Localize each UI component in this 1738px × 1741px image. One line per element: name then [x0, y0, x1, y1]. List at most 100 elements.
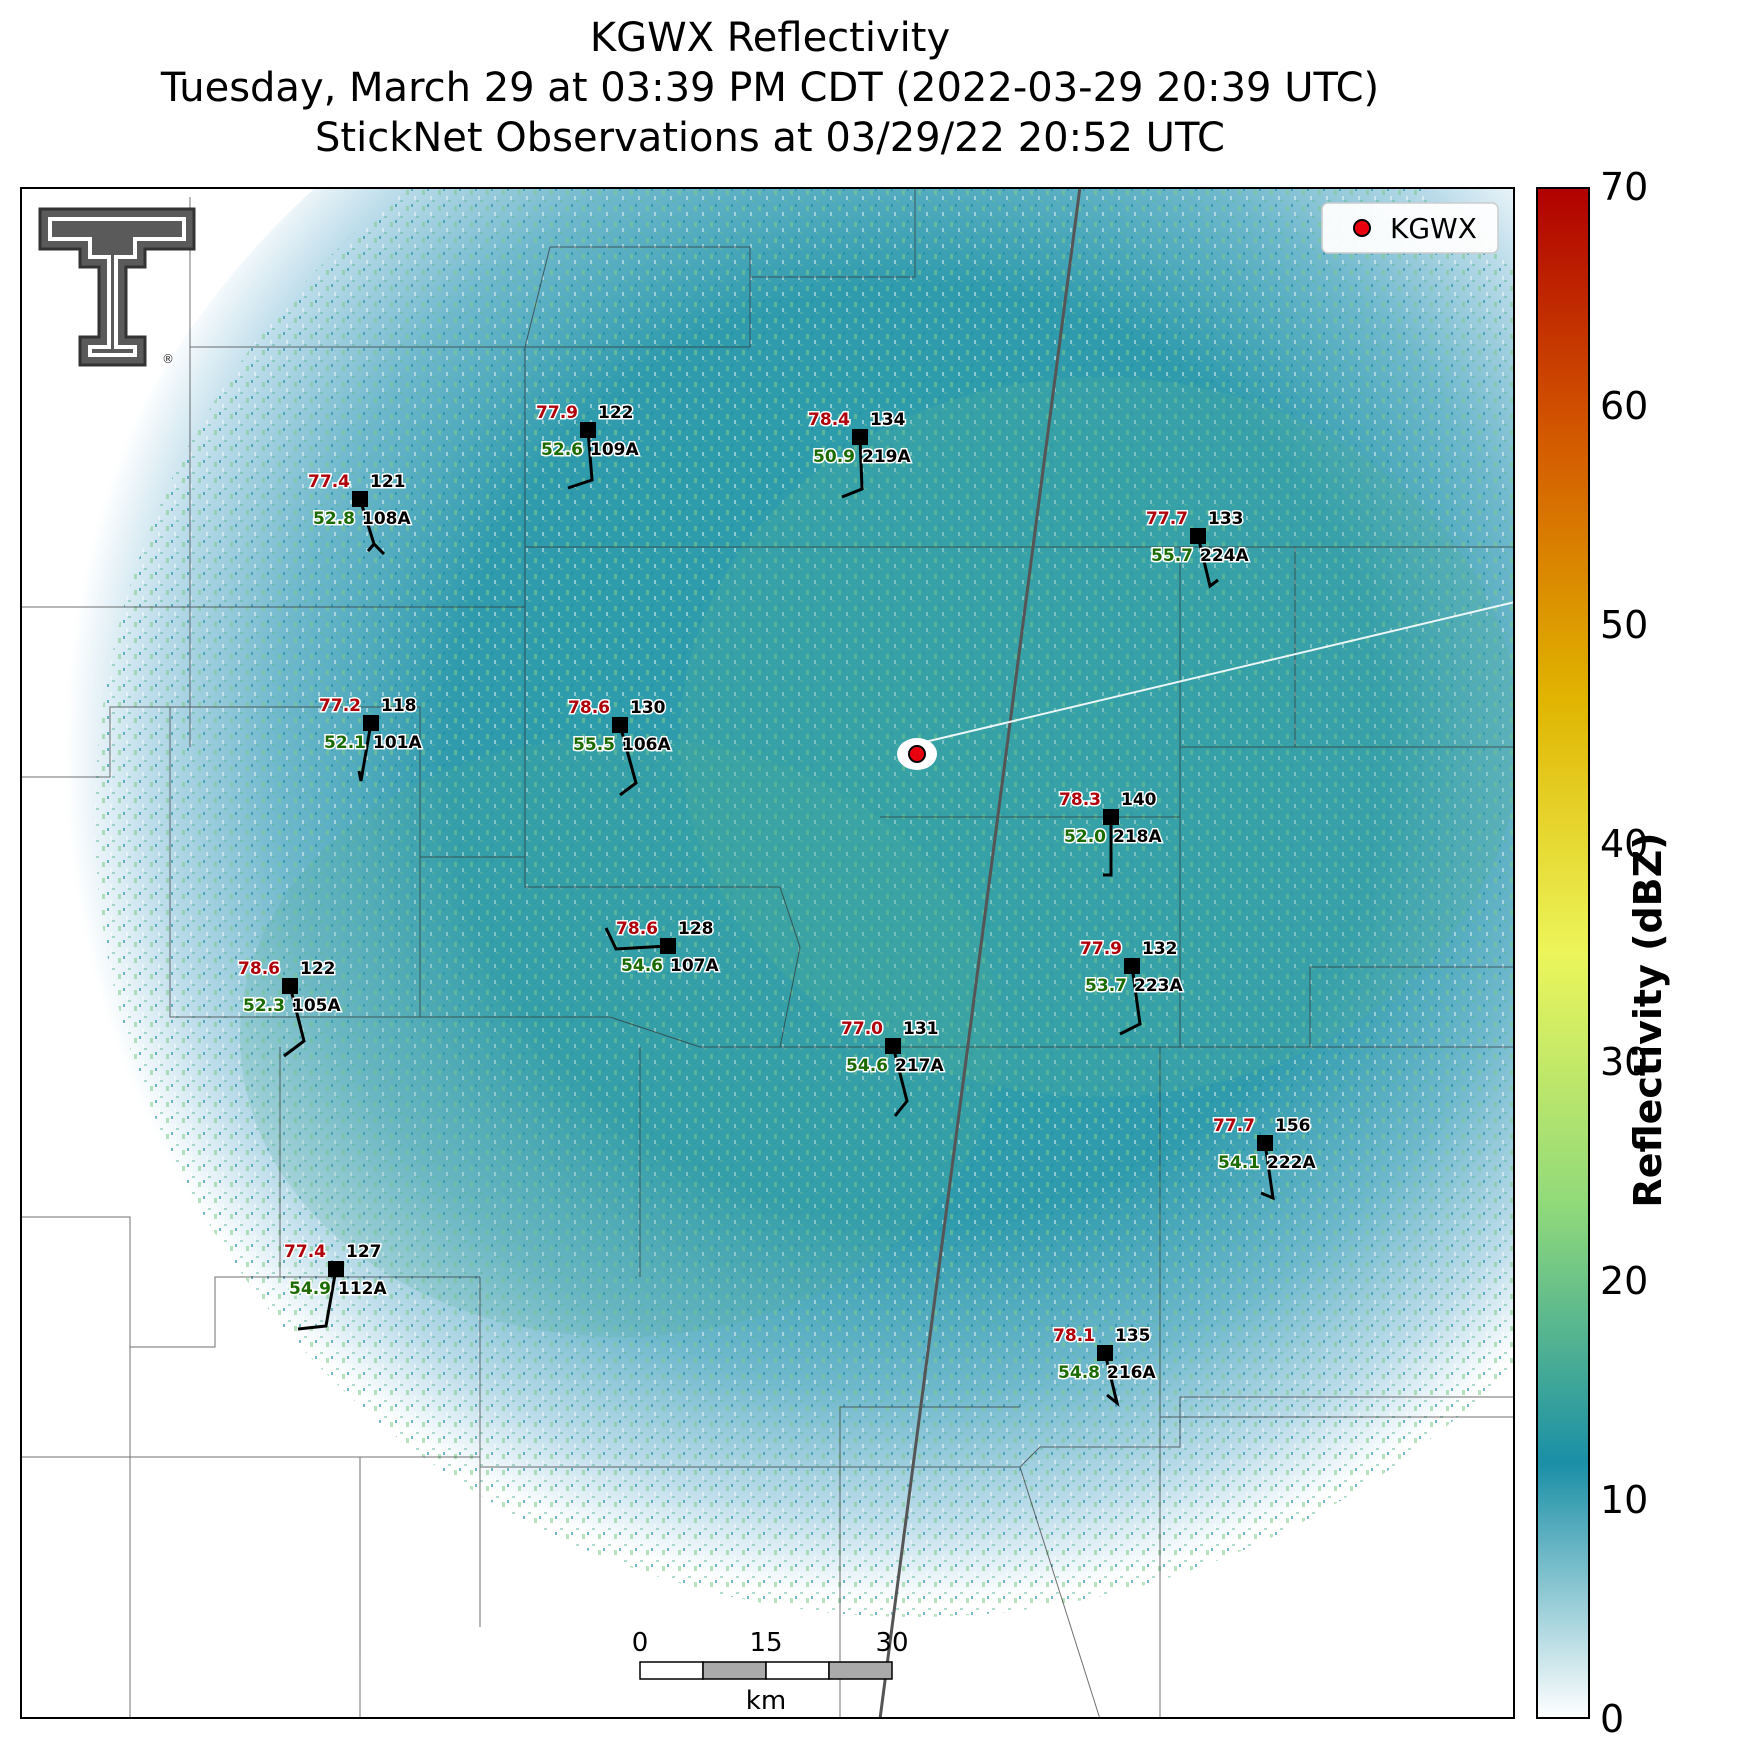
station-temperature: 78.6 [616, 919, 658, 939]
station-temperature: 78.4 [808, 410, 850, 430]
station-temperature: 77.4 [308, 472, 350, 492]
colorbar-tick-30: 30 [1600, 1040, 1649, 1085]
scale-tick-0: 0 [632, 1628, 649, 1658]
colorbar-label: Reflectivity (dBZ) [1626, 832, 1670, 1208]
wind-barb-icon [618, 724, 638, 797]
station-temperature: 78.3 [1059, 790, 1101, 810]
station-219A[interactable]: 78.4 134 50.9 219A [807, 409, 913, 499]
station-marker-icon [1124, 958, 1140, 974]
station-id: 216A [1107, 1363, 1156, 1383]
station-dewpoint: 50.9 [813, 447, 855, 467]
station-id: 219A [862, 447, 911, 467]
wind-barb-icon [297, 1268, 338, 1331]
station-marker-icon [363, 715, 379, 731]
radar-site-marker[interactable] [908, 745, 926, 763]
station-temperature: 78.6 [568, 698, 610, 718]
station-dewpoint: 52.3 [243, 996, 285, 1016]
legend-marker-icon [1353, 219, 1371, 237]
station-wind-direction: 131 [903, 1019, 939, 1039]
station-dewpoint: 55.7 [1151, 546, 1193, 566]
colorbar-tick-0: 0 [1600, 1697, 1625, 1741]
station-wind-direction: 156 [1275, 1116, 1311, 1136]
scale-tick-30: 30 [875, 1628, 908, 1658]
station-wind-direction: 127 [346, 1242, 382, 1262]
station-id: 109A [590, 440, 639, 460]
logo-registered-mark: ® [162, 352, 174, 366]
station-224A[interactable]: 77.7 133 55.7 224A [1145, 508, 1251, 589]
station-dewpoint: 53.7 [1085, 976, 1127, 996]
station-temperature: 77.4 [284, 1242, 326, 1262]
station-dewpoint: 52.8 [313, 509, 355, 529]
station-wind-direction: 118 [381, 696, 417, 716]
chart-subtitle-time: Tuesday, March 29 at 03:39 PM CDT (2022-… [160, 65, 1380, 111]
station-marker-icon [1097, 1345, 1113, 1361]
wind-barb-icon [567, 429, 594, 490]
wind-barb-icon [357, 722, 373, 782]
station-marker-icon [282, 978, 298, 994]
scale-tick-15: 15 [749, 1628, 782, 1658]
station-marker-icon [580, 422, 596, 438]
station-108A[interactable]: 77.4 121 52.8 108A [307, 471, 413, 556]
station-109A[interactable]: 77.9 122 52.6 109A [535, 402, 641, 490]
colorbar [1536, 187, 1590, 1719]
sticknet-stations: 77.9 122 52.6 109A 78.4 134 50.9 219A 77.4 121 52.… [237, 402, 1318, 1407]
radar-map: KGWX ® 0 15 30 km 77.9 122 52.6 109A 78.4 134… [20, 187, 1515, 1719]
station-222A[interactable]: 77.7 156 54.1 222A [1212, 1115, 1318, 1201]
station-wind-direction: 140 [1121, 790, 1157, 810]
station-107A[interactable]: 78.6 128 54.6 107A [604, 918, 721, 978]
station-218A[interactable]: 78.3 140 52.0 218A [1058, 789, 1164, 877]
texas-tech-logo-icon: ® [38, 207, 196, 367]
station-temperature: 77.7 [1146, 509, 1188, 529]
chart-subtitle-obs: StickNet Observations at 03/29/22 20:52 … [315, 115, 1225, 161]
station-id: 107A [670, 956, 719, 976]
station-id: 222A [1267, 1153, 1316, 1173]
station-marker-icon [1190, 528, 1206, 544]
station-temperature: 78.1 [1053, 1326, 1095, 1346]
station-217A[interactable]: 77.0 131 54.6 217A [840, 1018, 946, 1117]
station-dewpoint: 55.5 [573, 735, 615, 755]
station-id: 223A [1134, 976, 1183, 996]
station-temperature: 77.0 [841, 1019, 883, 1039]
station-temperature: 77.2 [319, 696, 361, 716]
wind-barb-icon [841, 436, 864, 499]
colorbar-tick-10: 10 [1600, 1478, 1649, 1523]
station-marker-icon [885, 1038, 901, 1054]
wind-barb-icon [358, 498, 386, 556]
scale-unit: km [746, 1686, 786, 1716]
station-id: 101A [373, 733, 422, 753]
station-216A[interactable]: 78.1 135 54.8 216A [1052, 1325, 1158, 1407]
legend-label: KGWX [1390, 212, 1477, 245]
station-dewpoint: 54.6 [621, 956, 663, 976]
station-105A[interactable]: 78.6 122 52.3 105A [237, 958, 343, 1058]
station-id: 106A [622, 735, 671, 755]
wind-barb-icon [891, 1045, 909, 1117]
station-dewpoint: 54.1 [1218, 1153, 1260, 1173]
wind-barb-icon [1260, 1142, 1275, 1201]
station-112A[interactable]: 77.4 127 54.9 112A [283, 1241, 389, 1331]
station-101A[interactable]: 77.2 118 52.1 101A [318, 695, 424, 782]
wind-barb-icon [1119, 965, 1142, 1036]
station-106A[interactable]: 78.6 130 55.5 106A [567, 697, 673, 797]
station-temperature: 78.6 [238, 959, 280, 979]
wind-barb-icon [1196, 535, 1219, 589]
station-id: 105A [292, 996, 341, 1016]
station-marker-icon [328, 1261, 344, 1277]
wind-barb-icon [1103, 817, 1113, 877]
station-wind-direction: 132 [1142, 939, 1178, 959]
station-marker-icon [352, 491, 368, 507]
county-boundaries [20, 187, 1515, 1719]
station-dewpoint: 54.9 [289, 1279, 331, 1299]
map-frame [20, 187, 1515, 1719]
station-wind-direction: 133 [1208, 509, 1244, 529]
station-dewpoint: 54.8 [1058, 1363, 1100, 1383]
colorbar-tick-40: 40 [1600, 821, 1649, 866]
station-id: 112A [338, 1279, 387, 1299]
station-id: 108A [362, 509, 411, 529]
station-marker-icon [660, 938, 676, 954]
station-id: 218A [1113, 827, 1162, 847]
station-dewpoint: 54.6 [846, 1056, 888, 1076]
station-223A[interactable]: 77.9 132 53.7 223A [1079, 938, 1185, 1036]
state-border [878, 187, 1082, 1719]
colorbar-tick-60: 60 [1600, 383, 1649, 428]
station-dewpoint: 52.0 [1064, 827, 1106, 847]
